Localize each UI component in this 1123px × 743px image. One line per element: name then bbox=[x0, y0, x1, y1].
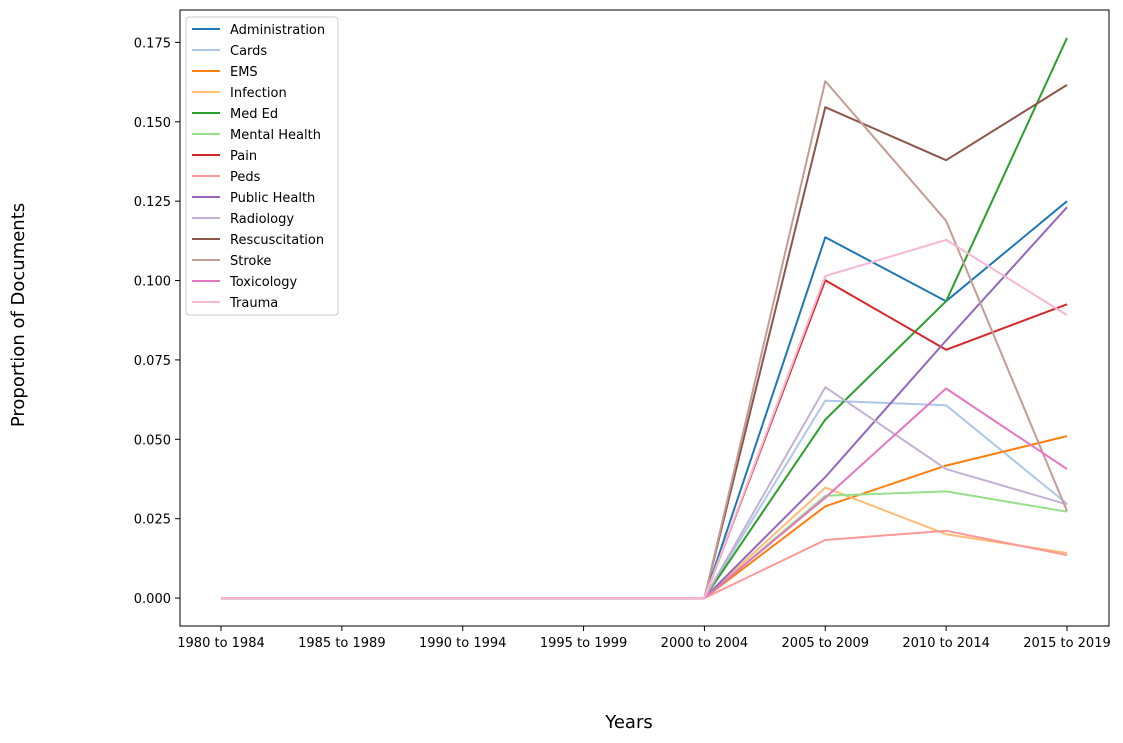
x-tick-label: 2010 to 2014 bbox=[902, 636, 989, 651]
x-tick-label: 1980 to 1984 bbox=[177, 636, 264, 651]
x-tick-label: 1995 to 1999 bbox=[540, 636, 627, 651]
series-lines bbox=[221, 37, 1068, 600]
series-line-public-health bbox=[221, 206, 1068, 600]
series-line-trauma bbox=[221, 238, 1068, 600]
series-line-cards bbox=[221, 399, 1068, 600]
x-tick-label: 1985 to 1989 bbox=[298, 636, 385, 651]
series-line-pain bbox=[221, 279, 1068, 600]
legend-label: EMS bbox=[230, 65, 258, 80]
y-tick-label: 0.100 bbox=[134, 275, 171, 290]
series-line-rescuscitation bbox=[221, 84, 1068, 600]
legend-label: Mental Health bbox=[230, 128, 321, 143]
series-line-ems bbox=[221, 435, 1068, 600]
legend-box bbox=[185, 16, 339, 316]
legend-label: Administration bbox=[230, 23, 325, 38]
series-line-med-ed bbox=[221, 37, 1068, 600]
x-axis-ticks: 1980 to 1984 1985 to 1989 1990 to 1994 1995… bbox=[177, 626, 1111, 651]
x-tick-label: 2005 to 2009 bbox=[782, 636, 869, 651]
legend: Administration Cards EMS Infection Med Ed Men… bbox=[185, 16, 339, 316]
legend-label: Public Health bbox=[230, 191, 315, 206]
series-line-infection bbox=[221, 486, 1068, 600]
legend-label: Trauma bbox=[229, 296, 278, 311]
legend-label: Rescuscitation bbox=[230, 233, 324, 248]
legend-label: Toxicology bbox=[229, 275, 298, 290]
y-tick-label: 0.075 bbox=[134, 354, 171, 369]
x-axis-title: Years bbox=[604, 712, 653, 733]
legend-label: Radiology bbox=[230, 212, 294, 227]
y-tick-label: 0.125 bbox=[134, 195, 171, 210]
series-line-toxicology bbox=[221, 387, 1068, 600]
series-line-radiology bbox=[221, 386, 1068, 600]
y-tick-label: 0.050 bbox=[134, 433, 171, 448]
series-line-administration bbox=[221, 200, 1068, 600]
series-line-peds bbox=[221, 529, 1068, 600]
y-tick-label: 0.175 bbox=[134, 36, 171, 51]
legend-label: Peds bbox=[230, 170, 261, 185]
y-axis-title: Proportion of Documents bbox=[8, 203, 29, 427]
legend-label: Stroke bbox=[230, 254, 271, 269]
y-tick-label: 0.000 bbox=[134, 592, 171, 607]
plot-area-frame bbox=[179, 9, 1110, 627]
y-axis-ticks: 0.000 0.025 0.050 0.075 0.100 0.125 0.150 0.175 bbox=[134, 36, 180, 607]
x-tick-label: 2015 to 2019 bbox=[1023, 636, 1110, 651]
x-tick-label: 1990 to 1994 bbox=[419, 636, 506, 651]
legend-label: Pain bbox=[230, 149, 257, 164]
y-tick-label: 0.025 bbox=[134, 513, 171, 528]
series-line-mental-health bbox=[221, 490, 1068, 600]
legend-label: Med Ed bbox=[230, 107, 278, 122]
y-tick-label: 0.150 bbox=[134, 116, 171, 131]
x-tick-label: 2000 to 2004 bbox=[661, 636, 748, 651]
legend-label: Infection bbox=[230, 86, 287, 101]
legend-label: Cards bbox=[230, 44, 267, 59]
